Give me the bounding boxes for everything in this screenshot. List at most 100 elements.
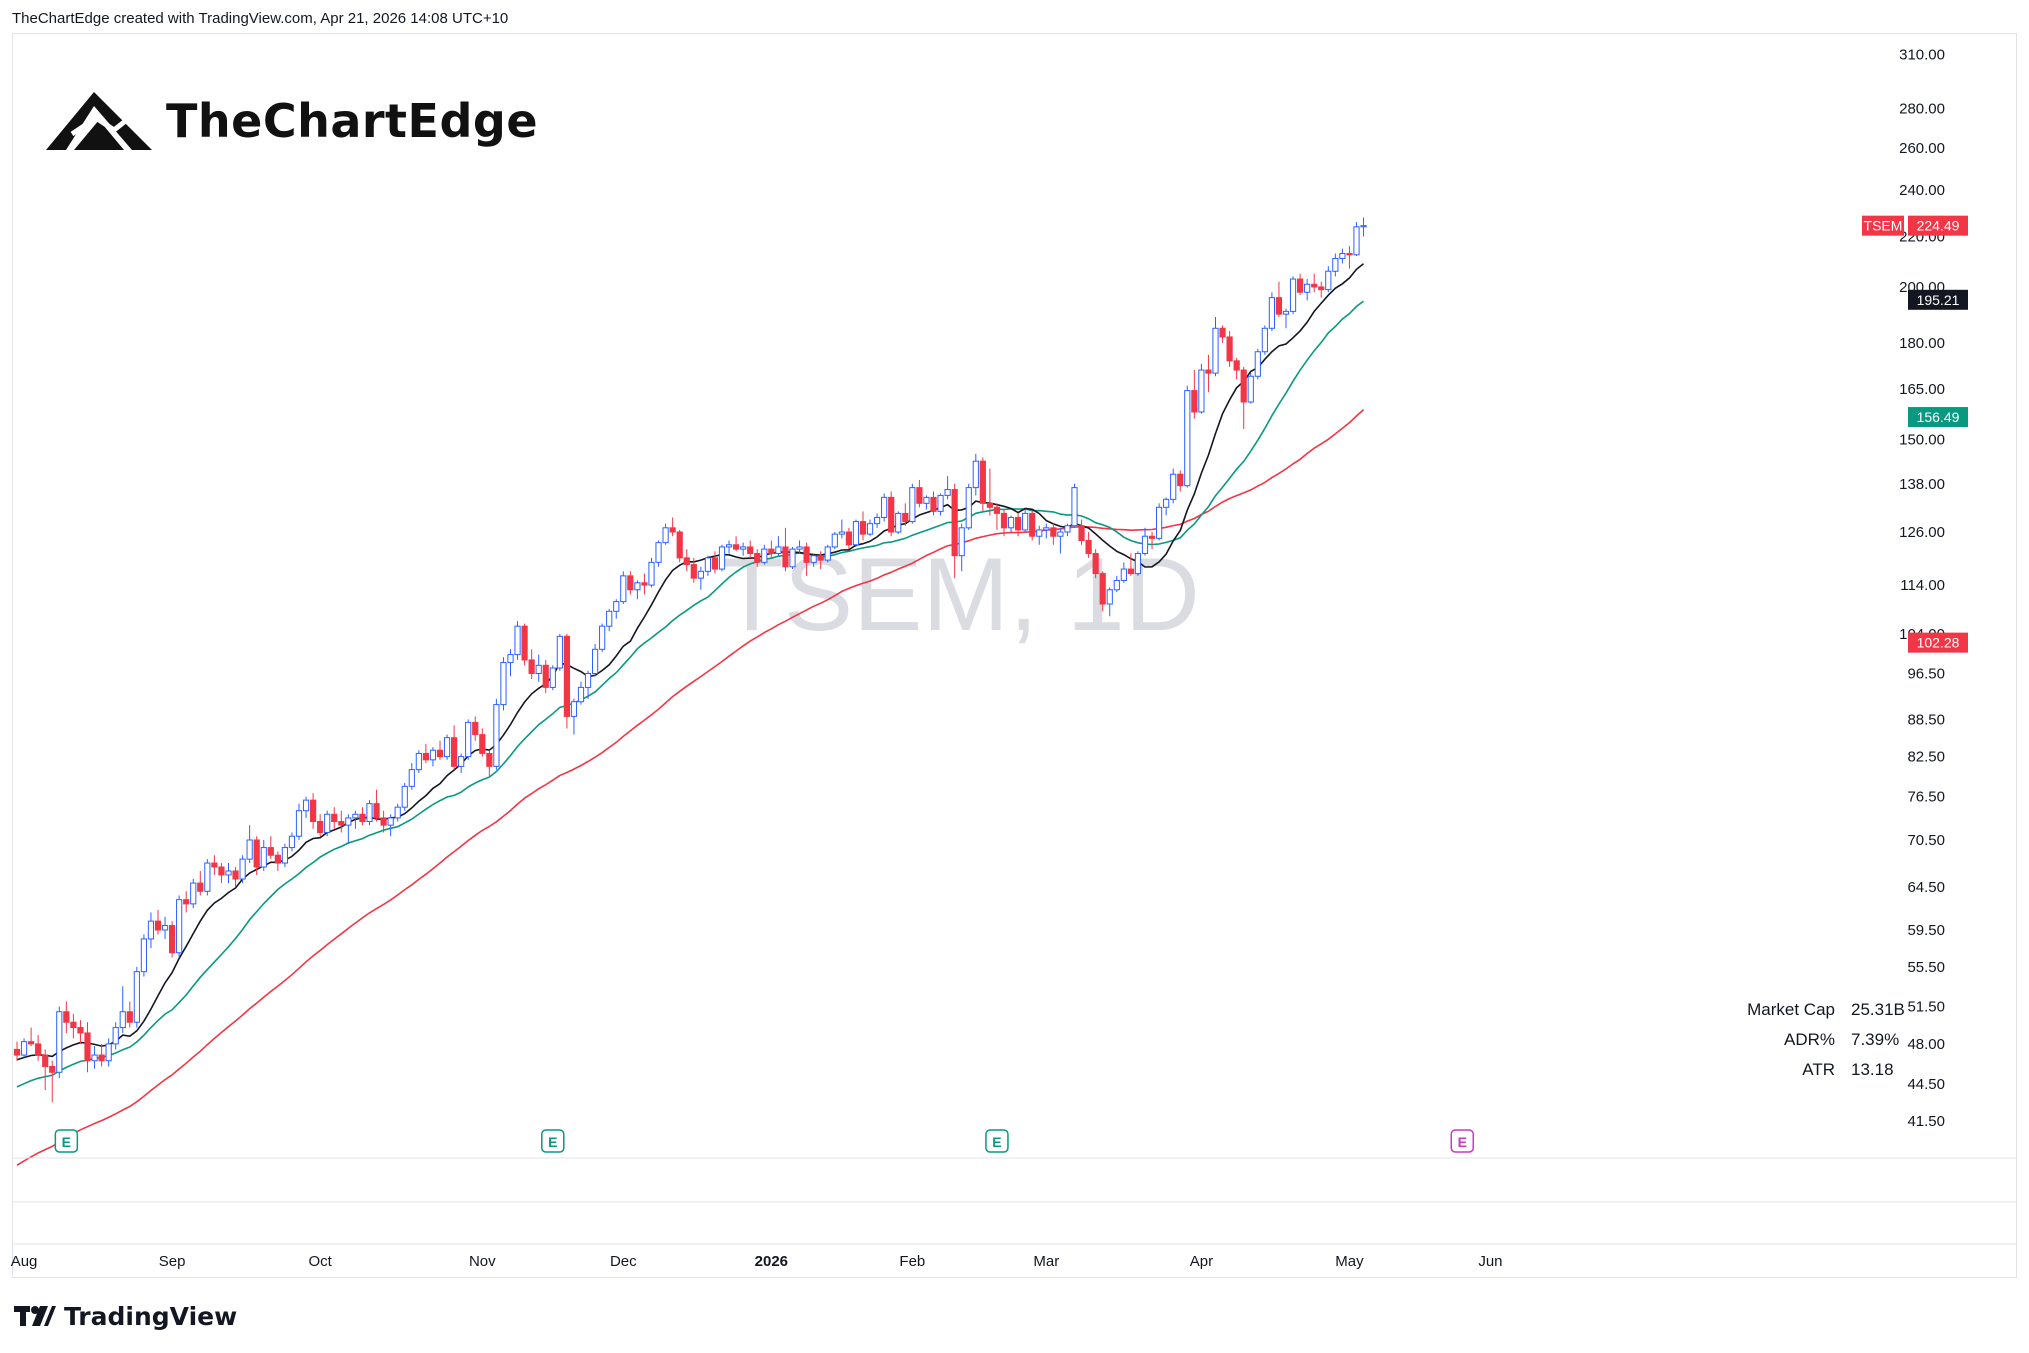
candle-body [373, 803, 380, 819]
candle [852, 519, 860, 547]
stats-panel: Market Cap 25.31B ADR% 7.39% ATR 13.18 [1725, 995, 1909, 1085]
candle-body [535, 664, 542, 674]
y-tick-label: 48.00 [1907, 1036, 1945, 1053]
candle [1148, 532, 1156, 550]
candle [514, 621, 521, 660]
candle [662, 523, 669, 545]
candle [648, 557, 655, 588]
candle-body [49, 1065, 56, 1073]
y-tick-label: 41.50 [1907, 1113, 1945, 1130]
candle-body [169, 925, 176, 954]
candle-body [697, 570, 704, 579]
candle [1311, 273, 1318, 293]
candle [669, 517, 676, 537]
candle [1282, 308, 1290, 329]
candle-body [1332, 258, 1339, 272]
candle-body [1311, 283, 1318, 288]
candle-body [1085, 539, 1092, 554]
candle-body [1205, 369, 1212, 374]
candle [302, 796, 310, 818]
candle [345, 814, 352, 844]
candle [782, 527, 789, 572]
candle [874, 513, 881, 528]
candle [817, 551, 824, 570]
candle-body [754, 552, 761, 563]
candle [599, 623, 606, 652]
candle [1346, 246, 1353, 269]
candle [105, 1038, 112, 1067]
candle-body [683, 557, 690, 566]
candle [1043, 523, 1050, 539]
candle-body [902, 512, 909, 523]
candle-body [916, 487, 923, 504]
earnings-label: E [1458, 1134, 1467, 1150]
stat-label: ADR% [1783, 1030, 1835, 1049]
candle [225, 863, 232, 884]
price-axis: 310.00280.00260.00240.00220.00200.00180.… [1899, 46, 1945, 1130]
candle [288, 832, 296, 852]
candle [1318, 281, 1325, 298]
candle [1007, 515, 1015, 533]
candle-body [288, 835, 296, 849]
candle-body [831, 533, 838, 548]
candle-body [1353, 226, 1360, 256]
candle [465, 719, 472, 760]
candle-body [486, 752, 493, 767]
candle [1000, 509, 1008, 537]
candle-body [225, 870, 232, 876]
x-tick-label: Feb [899, 1253, 925, 1270]
candle-body [1297, 278, 1304, 293]
candle-body [1254, 351, 1261, 377]
candle-body [408, 769, 415, 787]
candle [824, 544, 831, 563]
candle [458, 753, 465, 773]
candle-body [147, 920, 155, 940]
candle-body [1261, 327, 1268, 353]
price-label: TSEM 224.49 [1862, 215, 1968, 236]
candle-body [514, 625, 521, 656]
candle [1360, 217, 1367, 237]
candle [295, 803, 303, 840]
y-tick-label: 180.00 [1899, 335, 1945, 352]
candle [373, 789, 380, 822]
candle [1325, 266, 1332, 293]
candle-body [1212, 327, 1219, 374]
candle-body [1127, 568, 1135, 575]
candle [161, 916, 169, 939]
candle [1191, 370, 1198, 419]
candle [42, 1049, 49, 1091]
candle-body [190, 882, 197, 905]
candle-body [859, 521, 867, 535]
candle [20, 1038, 28, 1058]
x-tick-label: 2026 [755, 1253, 788, 1270]
candle-body [634, 582, 641, 591]
tradingview-logo[interactable]: TradingView [14, 1302, 237, 1331]
candle-body [1289, 278, 1297, 312]
candles [13, 217, 1367, 1103]
x-tick-label: Nov [469, 1253, 496, 1270]
footer-brand: TradingView [64, 1302, 238, 1331]
candle-body [232, 870, 239, 880]
candle-body [415, 752, 422, 771]
candle-body [218, 866, 225, 876]
y-tick-label: 51.50 [1907, 999, 1945, 1016]
candle [154, 909, 162, 935]
candle-body [260, 847, 267, 868]
price-label: 195.21 [1908, 289, 1968, 310]
candle-body [1050, 527, 1057, 537]
chart-panel[interactable] [12, 33, 2017, 1278]
candle-body [930, 496, 937, 512]
candle [70, 1013, 77, 1039]
time-axis: Aug Sep Oct Nov Dec 2026 Feb Mar Apr May Jun [11, 1253, 1503, 1270]
candle-body [803, 546, 810, 563]
candle [570, 698, 578, 735]
candle [535, 654, 542, 682]
candle [1353, 222, 1360, 257]
y-tick-label: 165.00 [1899, 381, 1945, 398]
candle [35, 1035, 42, 1061]
candle [197, 870, 204, 896]
y-tick-label: 138.00 [1899, 476, 1945, 493]
earnings-marker: E [985, 1129, 1009, 1153]
candle-body [1071, 487, 1078, 527]
